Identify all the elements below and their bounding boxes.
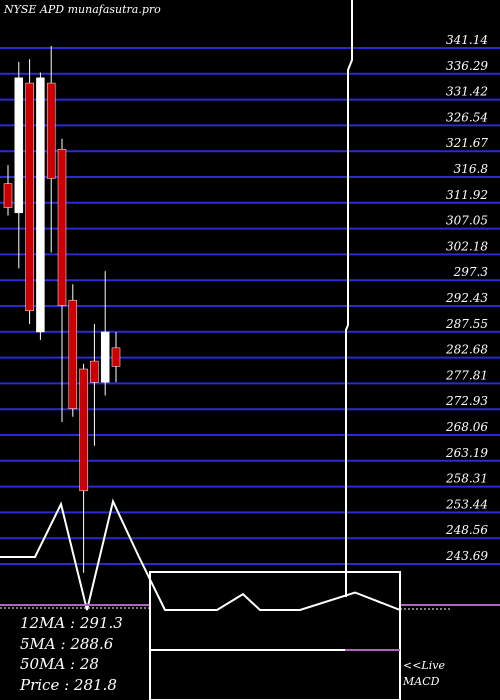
legend-ma12: 12MA : 291.3: [20, 614, 123, 632]
candle-body-down: [3, 183, 13, 208]
price-tick-label: 341.14: [446, 33, 488, 47]
price-tick-label: 297.3: [453, 265, 489, 279]
volume-spike-line: [345, 0, 353, 597]
price-tick-label: 307.05: [446, 214, 488, 228]
price-tick-label: 263.19: [445, 446, 488, 460]
candle-body-up: [14, 77, 24, 214]
macd-label: MACD: [402, 675, 440, 688]
price-tick-label: 326.54: [446, 110, 488, 124]
price-tick-label: 277.81: [445, 368, 488, 382]
price-tick-label: 253.44: [445, 497, 488, 511]
live-label: <<Live: [403, 659, 445, 672]
price-tick-label: 292.43: [445, 291, 488, 305]
macd-panel-box: [149, 571, 401, 700]
price-tick-label: 321.67: [446, 136, 488, 150]
legend-price: Price : 281.8: [19, 676, 117, 694]
candle-body-up: [100, 331, 110, 383]
price-tick-label: 302.18: [446, 239, 488, 253]
price-tick-label: 243.69: [445, 549, 488, 563]
candle-body-down: [46, 82, 56, 179]
price-tick-label: 272.93: [445, 394, 488, 408]
price-tick-label: 282.68: [445, 343, 488, 357]
price-tick-labels: 341.14 336.29 331.42 326.54 321.67 316.8 311.9…: [445, 33, 488, 563]
legend-ma5: 5MA : 288.6: [20, 635, 114, 653]
price-tick-label: 258.31: [445, 472, 488, 486]
candle-body-up: [36, 77, 45, 333]
chart-title: NYSE APD munafasutra.pro: [3, 3, 161, 16]
candle-body-down: [111, 347, 121, 367]
price-tick-label: 336.29: [446, 59, 488, 73]
price-gridlines: [0, 47, 500, 565]
candle-body-down: [25, 82, 34, 312]
candle-body-down: [68, 299, 78, 409]
candlesticks: [3, 46, 121, 573]
legend-ma50: 50MA : 28: [20, 655, 99, 673]
candle-body-down: [90, 360, 99, 383]
price-tick-label: 331.42: [446, 85, 488, 99]
price-tick-label: 287.55: [445, 317, 488, 331]
price-tick-label: 316.8: [454, 162, 489, 176]
moving-average-line: [0, 498, 401, 611]
price-tick-label: 268.06: [445, 420, 488, 434]
price-tick-label: 311.92: [446, 188, 488, 202]
candle-body-down: [57, 149, 67, 306]
price-tick-label: 248.56: [445, 523, 488, 537]
candle-body-down: [79, 368, 88, 492]
